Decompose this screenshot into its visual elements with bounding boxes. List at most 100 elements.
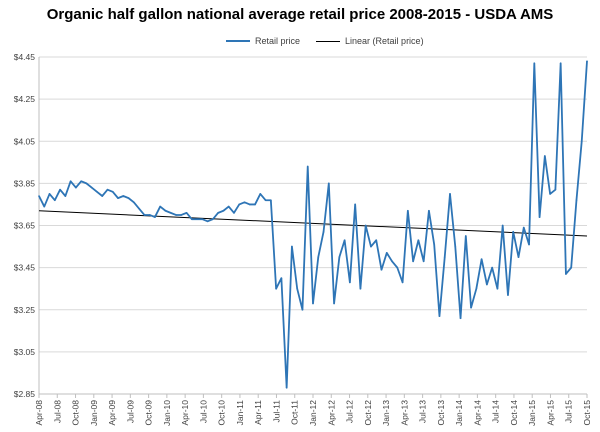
data-point [122, 195, 125, 197]
data-point [80, 180, 82, 183]
x-tick-label: Jan-13 [381, 400, 391, 426]
data-point [233, 212, 235, 214]
data-point [312, 302, 314, 305]
data-point [433, 243, 435, 246]
data-point [443, 256, 446, 258]
y-tick-label: $3.65 [14, 221, 36, 231]
x-tick-label: Oct-08 [71, 400, 81, 426]
x-tick-label: Oct-10 [217, 400, 227, 426]
y-tick-label: $3.85 [14, 178, 36, 188]
data-point [475, 287, 478, 290]
x-tick-label: Jul-09 [125, 400, 135, 423]
x-tick-label: Oct-13 [436, 400, 446, 426]
data-point [438, 315, 441, 317]
data-point [549, 193, 551, 195]
data-point [296, 287, 298, 290]
data-point [143, 214, 146, 216]
data-point [43, 205, 46, 208]
data-point [370, 245, 372, 248]
data-point [117, 197, 119, 199]
data-point [90, 186, 93, 189]
x-tick-label: Apr-08 [34, 400, 44, 426]
series-line-retail-price [38, 61, 588, 389]
data-point [570, 266, 572, 269]
data-point [259, 193, 262, 195]
x-tick-label: Jul-08 [52, 400, 62, 423]
data-point [538, 216, 541, 218]
chart-title: Organic half gallon national average ret… [46, 6, 554, 23]
data-point [275, 287, 277, 290]
data-point [185, 212, 188, 214]
x-tick-label: Apr-09 [107, 400, 117, 426]
data-point [328, 182, 330, 185]
data-point [254, 203, 256, 206]
data-point [96, 191, 98, 193]
data-point [38, 195, 40, 197]
data-point [412, 260, 414, 263]
data-point [486, 283, 488, 286]
data-point [512, 231, 515, 233]
data-point [396, 266, 399, 269]
data-point [417, 239, 420, 242]
data-point [248, 203, 251, 206]
data-point [54, 199, 56, 202]
legend: Retail price Linear (Retail price) [226, 34, 440, 48]
data-point [354, 203, 356, 206]
x-tick-label: Jan-14 [454, 400, 464, 426]
data-point [238, 203, 241, 206]
data-point [222, 209, 225, 212]
data-point [127, 197, 130, 199]
data-point [586, 60, 588, 63]
legend-swatch-linear-trend [316, 40, 341, 42]
data-point [206, 220, 209, 223]
x-tick-label: Apr-15 [545, 400, 555, 426]
data-point [528, 243, 530, 246]
x-tick-label: Jul-15 [564, 400, 574, 423]
data-point [164, 209, 167, 212]
x-tick-label: Jul-13 [418, 400, 428, 423]
legend-item-linear-trend: Linear (Retail price) [316, 36, 424, 46]
data-point [322, 231, 325, 233]
data-point [575, 199, 578, 202]
x-tick-label: Jan-09 [89, 400, 99, 426]
x-tick-label: Jul-14 [491, 400, 501, 423]
x-tick-label: Jan-11 [235, 400, 245, 426]
data-point [407, 209, 409, 212]
data-point [264, 199, 267, 202]
data-point [522, 226, 525, 229]
data-point [227, 205, 230, 208]
data-point [554, 188, 557, 191]
y-tick-label: $3.25 [14, 305, 36, 315]
y-tick-label: $3.45 [14, 263, 36, 273]
data-point [364, 224, 367, 227]
legend-swatch-retail-price [226, 40, 250, 42]
data-point [359, 287, 362, 290]
data-point [306, 165, 309, 168]
data-point [349, 281, 351, 284]
data-point [85, 182, 88, 185]
x-tick-label: Oct-11 [290, 400, 300, 425]
x-tick-label: Oct-09 [144, 400, 154, 426]
data-point [401, 281, 404, 284]
data-point [291, 245, 293, 248]
data-point [111, 191, 114, 193]
data-point [69, 180, 72, 183]
y-tick-label: $4.45 [14, 52, 36, 62]
data-point [454, 245, 457, 248]
x-tick-label: Jul-11 [271, 400, 281, 423]
data-point [106, 188, 109, 191]
data-point [196, 218, 198, 220]
y-tick-label: $2.85 [14, 389, 36, 399]
y-tick-label: $4.05 [14, 136, 36, 146]
legend-label-linear-trend: Linear (Retail price) [345, 36, 424, 46]
data-point [507, 294, 509, 296]
data-point [380, 268, 383, 271]
data-point [580, 140, 583, 143]
data-point [180, 214, 183, 216]
data-point [391, 260, 393, 263]
data-point [64, 195, 67, 197]
data-point [280, 277, 283, 279]
data-point [133, 201, 135, 204]
data-point [59, 188, 61, 191]
